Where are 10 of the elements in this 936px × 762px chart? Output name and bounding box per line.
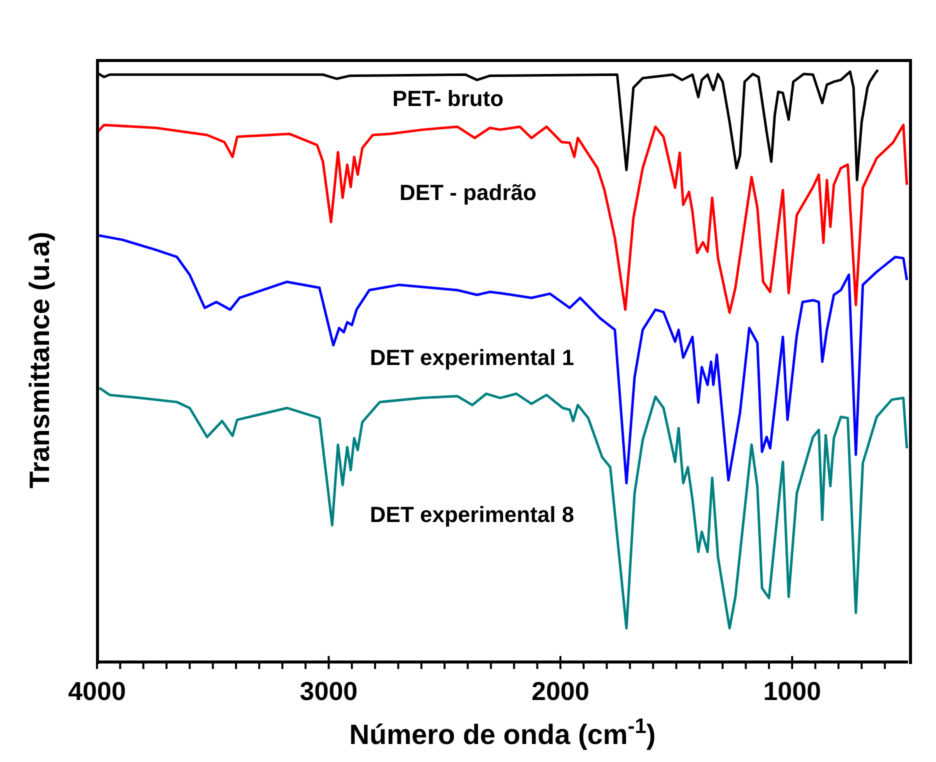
x-tick-label: 3000 [300, 676, 358, 706]
series-label: DET experimental 1 [370, 345, 574, 371]
y-axis-title: Transmittance (u.a) [24, 232, 56, 488]
x-tick-label: 2000 [532, 676, 590, 706]
series-label: PET- bruto [392, 86, 504, 112]
x-axis-title: Número de onda (cm$^{-1}$) [349, 714, 656, 750]
x-tick-label: 4000 [68, 676, 126, 706]
series-label: DET - padrão [400, 180, 536, 206]
x-tick-label: 1000 [763, 676, 822, 706]
series-label: DET experimental 8 [370, 502, 574, 528]
